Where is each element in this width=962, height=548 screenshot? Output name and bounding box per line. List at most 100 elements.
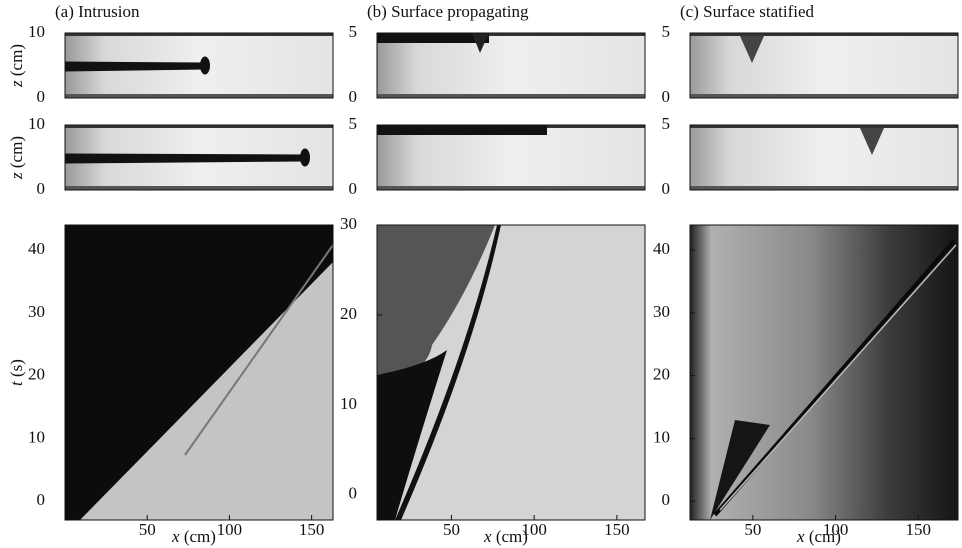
image	[690, 125, 958, 190]
x-tick-label: 50	[744, 520, 761, 539]
y-tick-label: 0	[349, 87, 358, 106]
image-edge	[65, 186, 333, 190]
image-feature	[710, 420, 770, 520]
image-edge	[690, 125, 958, 128]
image-edge	[377, 186, 645, 190]
y-tick-label: 5	[662, 22, 671, 41]
axis-unit: (cm)	[7, 136, 26, 168]
x-tick-label: 50	[443, 520, 460, 539]
y-tick-label: 5	[349, 22, 358, 41]
y-tick-label: 30	[340, 214, 357, 233]
plot-frame	[376, 224, 646, 521]
axis-unit: (cm)	[7, 44, 26, 76]
image-edge	[377, 33, 645, 36]
y-tick-label: 20	[340, 304, 357, 323]
axis-variable: x	[483, 527, 492, 546]
image-edge	[690, 94, 958, 98]
axis-variable: t	[7, 380, 26, 386]
panel-title-text: Intrusion	[78, 2, 140, 21]
image-feature	[377, 350, 447, 520]
x-tick-label: 100	[217, 520, 243, 539]
y-tick-label: 20	[653, 365, 670, 384]
image-feature	[395, 225, 501, 520]
plot-frame	[64, 124, 334, 191]
x-tick-label: 100	[823, 520, 849, 539]
y-tick-label: 0	[662, 490, 671, 509]
y-tick-label: 10	[340, 394, 357, 413]
image-edge	[690, 33, 958, 36]
panel-title-text: Surface propagating	[391, 2, 529, 21]
axis-unit: (s)	[7, 359, 26, 377]
panel-title-text: Surface statified	[703, 2, 814, 21]
y-tick-label: 40	[28, 239, 45, 258]
plot-frame	[64, 224, 334, 521]
y-tick-label: 0	[662, 87, 671, 106]
panel-title: (a) Intrusion	[55, 2, 140, 21]
image-feature	[200, 56, 210, 75]
x-tick-label: 150	[906, 520, 932, 539]
image-feature	[377, 33, 489, 43]
axis-variable: z	[7, 80, 26, 88]
panel-label: (c)	[680, 2, 699, 21]
y-tick-label: 10	[653, 427, 670, 446]
y-tick-label: 10	[28, 22, 45, 41]
panel-label: (b)	[367, 2, 387, 21]
y-tick-label: 0	[37, 490, 46, 509]
panel-title: (c) Surface statified	[680, 2, 815, 21]
image-edge	[65, 125, 333, 128]
image-feature	[377, 225, 495, 385]
image-feature	[860, 128, 884, 155]
plot-frame	[376, 32, 646, 99]
image-edge	[377, 94, 645, 98]
image-feature	[472, 33, 489, 53]
y-tick-label: 0	[349, 179, 358, 198]
x-tick-label: 50	[139, 520, 156, 539]
axis-variable: x	[171, 527, 180, 546]
image	[377, 125, 645, 190]
plot-frame	[689, 124, 959, 191]
plot-frame	[689, 32, 959, 99]
y-tick-label: 30	[653, 302, 670, 321]
image-feature	[65, 61, 205, 72]
axis-label: x (cm)	[483, 527, 528, 546]
plot-frame	[376, 124, 646, 191]
y-tick-label: 0	[37, 87, 46, 106]
axis-variable: z	[7, 172, 26, 180]
image-edge	[65, 94, 333, 98]
y-tick-label: 30	[28, 302, 45, 321]
image-feature	[713, 239, 956, 517]
axis-unit: (cm)	[184, 527, 216, 546]
axis-label: t (s)	[7, 359, 26, 386]
image-feature	[80, 262, 333, 520]
image-feature	[377, 125, 547, 135]
panel-label: (a)	[55, 2, 74, 21]
image-feature	[719, 244, 957, 511]
image-feature	[740, 36, 764, 63]
plot-frame	[689, 224, 959, 521]
y-tick-label: 10	[28, 114, 45, 133]
image	[377, 33, 645, 98]
image-feature	[65, 153, 305, 164]
axis-variable: x	[796, 527, 805, 546]
axis-label: x (cm)	[171, 527, 216, 546]
axis-label: x (cm)	[796, 527, 841, 546]
y-tick-label: 0	[662, 179, 671, 198]
y-tick-label: 0	[37, 179, 46, 198]
image	[690, 33, 958, 98]
image-feature	[184, 244, 334, 456]
axis-unit: (cm)	[809, 527, 841, 546]
x-tick-label: 100	[521, 520, 547, 539]
plot-frame	[64, 32, 334, 99]
image-edge	[690, 186, 958, 190]
x-tick-label: 150	[604, 520, 630, 539]
y-tick-label: 5	[662, 114, 671, 133]
image-edge	[65, 33, 333, 36]
image-feature	[300, 148, 310, 167]
axis-label: z (cm)	[7, 44, 26, 88]
axis-unit: (cm)	[496, 527, 528, 546]
panel-title: (b) Surface propagating	[367, 2, 529, 21]
y-tick-label: 20	[28, 365, 45, 384]
axis-label: z (cm)	[7, 136, 26, 180]
y-tick-label: 10	[28, 427, 45, 446]
